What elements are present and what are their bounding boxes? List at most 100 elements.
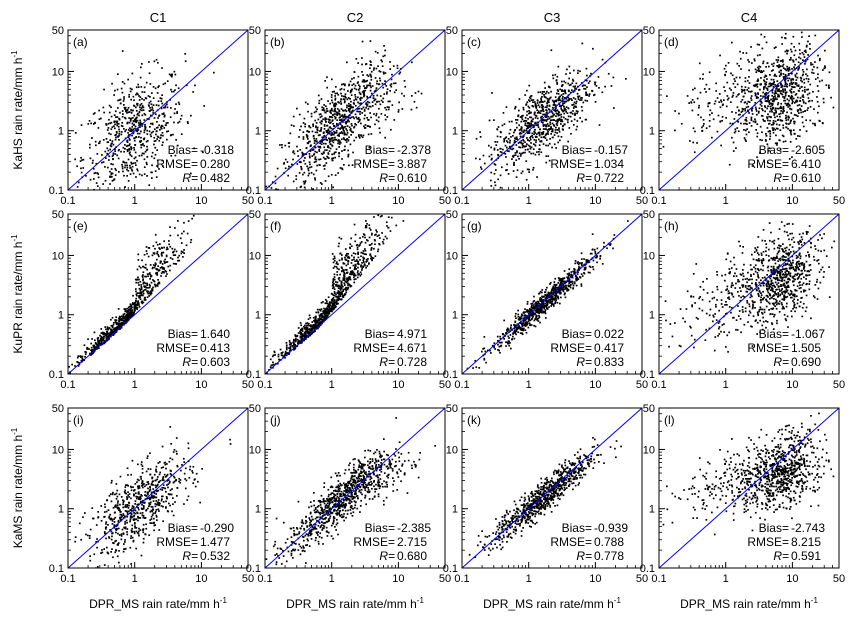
data-point (546, 139, 548, 141)
data-point (772, 120, 775, 122)
data-point (572, 85, 575, 88)
data-point (366, 103, 369, 106)
data-point (343, 274, 345, 277)
data-point (795, 138, 798, 140)
data-point (374, 103, 377, 106)
y-tick-label: 0.1 (443, 185, 458, 197)
data-point (300, 336, 302, 339)
data-point (367, 133, 370, 136)
data-point (787, 70, 790, 72)
data-point (736, 127, 739, 129)
data-point (334, 151, 337, 154)
data-point (103, 332, 106, 335)
data-point (151, 108, 154, 110)
data-point (366, 84, 368, 87)
data-point (154, 153, 157, 156)
data-point (330, 134, 333, 137)
data-point (349, 91, 352, 94)
data-point (327, 152, 330, 154)
data-point (273, 350, 276, 353)
panel-frame (264, 29, 446, 191)
stat-bias-value: -2.605 (791, 143, 825, 157)
data-point (565, 109, 567, 111)
data-point (800, 31, 803, 34)
data-point (314, 156, 317, 158)
data-point (343, 88, 346, 91)
data-point (140, 86, 143, 88)
data-point (359, 237, 361, 239)
data-point (324, 149, 326, 152)
data-point (182, 256, 184, 258)
data-point (203, 105, 205, 107)
data-point (543, 113, 545, 116)
data-point (125, 109, 127, 111)
data-point (797, 84, 800, 87)
data-point (110, 128, 113, 130)
data-point (334, 107, 336, 110)
data-point (768, 83, 771, 85)
data-point (98, 142, 101, 144)
data-point (784, 89, 786, 92)
data-point (314, 322, 317, 325)
data-point (388, 106, 390, 109)
data-point (321, 183, 323, 185)
data-point (801, 89, 804, 92)
data-point (805, 51, 807, 53)
data-point (771, 100, 774, 102)
data-point (528, 99, 530, 101)
data-point (795, 101, 798, 103)
data-point (525, 124, 528, 127)
data-point (560, 123, 562, 125)
data-point (556, 75, 559, 78)
data-point (775, 75, 778, 78)
data-point (285, 342, 288, 344)
data-point (371, 105, 374, 107)
data-point (560, 136, 563, 138)
data-point (325, 117, 327, 120)
data-point (81, 355, 84, 358)
data-point (285, 348, 288, 351)
y-tick-label: 0.1 (246, 185, 261, 197)
data-point (569, 111, 572, 114)
data-point (784, 77, 787, 80)
data-point (555, 104, 557, 107)
data-point (127, 158, 130, 161)
data-point (540, 110, 542, 112)
data-point (122, 160, 125, 163)
data-point (374, 239, 376, 242)
data-point (97, 173, 99, 175)
data-point (130, 128, 132, 131)
data-point (781, 43, 783, 45)
data-point (770, 70, 773, 72)
data-point (783, 110, 785, 112)
data-point (736, 106, 739, 109)
data-point (300, 185, 302, 188)
data-point (321, 106, 323, 109)
data-point (124, 318, 127, 321)
data-point (340, 287, 343, 290)
data-point (384, 83, 386, 85)
data-point (534, 101, 536, 103)
data-point (755, 95, 758, 98)
data-point (184, 60, 187, 63)
x-axis-label: DPR_MS rain rate/mm h-1 (483, 596, 621, 611)
data-point (790, 108, 793, 111)
data-point (779, 60, 782, 62)
data-point (126, 175, 128, 177)
data-point (373, 90, 376, 93)
data-point (306, 324, 308, 327)
data-point (327, 132, 329, 134)
data-point (83, 344, 86, 347)
data-point (588, 80, 591, 83)
data-point (574, 98, 577, 100)
data-point (293, 152, 296, 155)
data-point (370, 255, 372, 258)
data-point (114, 138, 117, 141)
data-point (811, 99, 813, 102)
data-point (91, 137, 93, 139)
data-point (343, 115, 346, 118)
data-point (814, 34, 817, 37)
data-point (173, 70, 176, 73)
data-point (367, 108, 370, 110)
data-point (357, 121, 360, 124)
